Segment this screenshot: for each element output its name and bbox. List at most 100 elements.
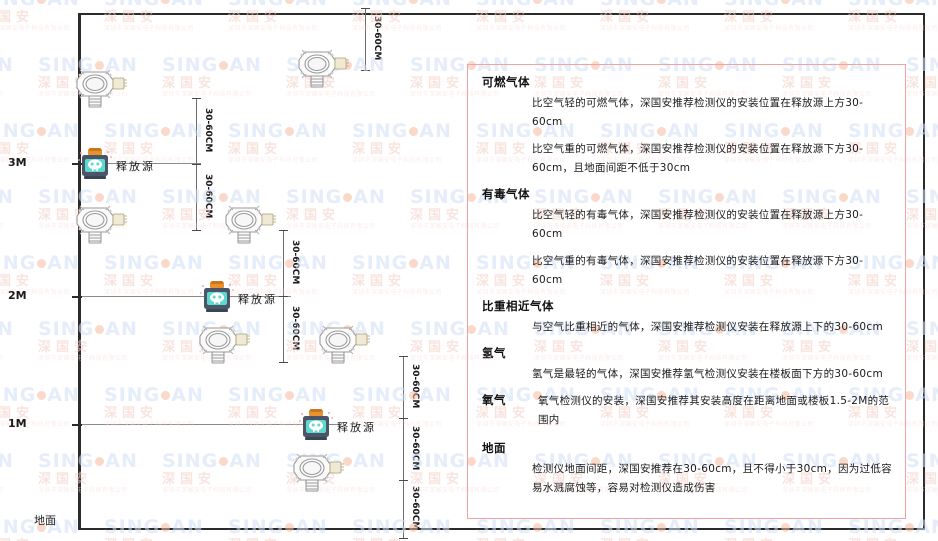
dimension-shaft: [403, 480, 404, 538]
gas-detector-icon: [76, 69, 127, 108]
gas-detector: [290, 448, 346, 498]
dimension-label: 30-60CM: [410, 486, 420, 531]
panel-paragraph: 比空气轻的可燃气体，深国安推荐检测仪的安装位置在释放源上方30-60cm: [532, 97, 864, 128]
watermark-dot-icon: [905, 127, 915, 136]
watermark-sub: 深圳市深国安电子科技有限公司: [352, 25, 442, 32]
watermark-sub: 深圳市深国安电子科技有限公司: [286, 223, 376, 230]
release-source: [200, 281, 234, 317]
dimension-line: 30-60CM: [192, 164, 213, 231]
dimension-shaft: [403, 356, 404, 418]
dimension-label: 30-60CM: [410, 364, 420, 409]
watermark-cn: 深国安: [38, 340, 93, 355]
dimension-shaft: [403, 418, 404, 480]
dimension-endcap: [192, 164, 201, 165]
watermark-cn: 深国安: [104, 406, 159, 421]
gas-detector-icon: [76, 205, 127, 244]
dimension-shaft: [365, 8, 366, 70]
dimension-endcap: [192, 230, 201, 231]
dimension-shaft: [196, 164, 197, 230]
recommendation-panel-content: 可燃气体 比空气轻的可燃气体，深国安推荐检测仪的安装位置在释放源上方30-60cm…: [468, 65, 905, 498]
frame-top-line: [78, 13, 925, 15]
dimension-label: 30-60CM: [290, 306, 300, 351]
gas-detector-icon: [298, 49, 349, 88]
dimension-line: 30-60CM: [279, 230, 300, 297]
axis-label-3m: 3M: [8, 156, 27, 169]
release-source-icon: [78, 148, 112, 179]
gas-detector-icon: [293, 453, 344, 492]
watermark-cn: 深国安: [0, 340, 32, 355]
dimension-label: 30-60CM: [203, 108, 213, 153]
release-source: [299, 409, 333, 445]
source-leader-line: [85, 424, 299, 425]
watermark-cn: 深国安: [38, 472, 93, 487]
dimension-endcap: [399, 538, 408, 539]
watermark-dot-icon: [95, 325, 105, 334]
watermark-dot-icon: [285, 127, 295, 136]
watermark-sub: 深圳市深国安电子科技有限公司: [906, 487, 938, 494]
watermark-dot-icon: [905, 0, 915, 4]
panel-paragraph: 比空气重的可燃气体，深国安推荐检测仪的安装位置在释放源下方30-60cm，且地面…: [532, 143, 864, 174]
release-source-label: 释放源: [238, 293, 277, 306]
dimension-shaft: [283, 296, 284, 362]
watermark-sub: 深圳市深国安电子科技有限公司: [476, 25, 566, 32]
watermark-sub: 深圳市深国安电子科技有限公司: [906, 91, 938, 98]
dimension-line: 30-60CM: [399, 480, 420, 539]
dimension-label: 30-60CM: [410, 426, 420, 471]
dimension-endcap: [399, 418, 408, 419]
watermark-cn: 深国安: [352, 274, 407, 289]
watermark-cn: 深国安: [906, 472, 938, 487]
watermark-sub: 深圳市深国安电子科技有限公司: [906, 355, 938, 362]
dimension-endcap: [361, 8, 370, 9]
panel-section: 比重相近气体 与空气比重相近的气体，深国安推荐检测仪安装在释放源上下的30-60c…: [482, 298, 893, 337]
watermark-dot-icon: [161, 259, 171, 268]
frame-left-axis: [78, 13, 81, 530]
dimension-label: 30-60CM: [372, 16, 382, 61]
dimension-endcap: [192, 98, 201, 99]
panel-section-heading: 氧气: [482, 393, 506, 407]
gas-detector: [295, 44, 351, 94]
release-source: [78, 148, 112, 184]
panel-paragraph: 氧气检测仪的安装，深国安推荐其安装高度在距离地面或楼板1.5-2M的范围内: [538, 395, 890, 426]
dimension-line: 30-60CM: [279, 296, 300, 363]
dimension-endcap: [279, 362, 288, 363]
watermark-sub: 深圳市深国安电子科技有限公司: [162, 487, 252, 494]
panel-section-heading: 比重相近气体: [482, 299, 554, 313]
watermark-cn: 深国安: [0, 208, 32, 223]
watermark-dot-icon: [409, 0, 419, 4]
watermark-dot-icon: [409, 259, 419, 268]
panel-section-heading: 可燃气体: [482, 75, 530, 89]
dimension-endcap: [279, 296, 288, 297]
watermark-sub: 深圳市深国安电子科技有限公司: [228, 25, 318, 32]
dimension-label: 30-60CM: [290, 240, 300, 285]
dimension-endcap: [399, 480, 408, 481]
axis-label-1m: 1M: [8, 417, 27, 430]
watermark-sub: 深圳市深国安电子科技有限公司: [352, 289, 442, 296]
gas-detector-icon: [225, 205, 276, 244]
watermark-dot-icon: [219, 457, 229, 466]
